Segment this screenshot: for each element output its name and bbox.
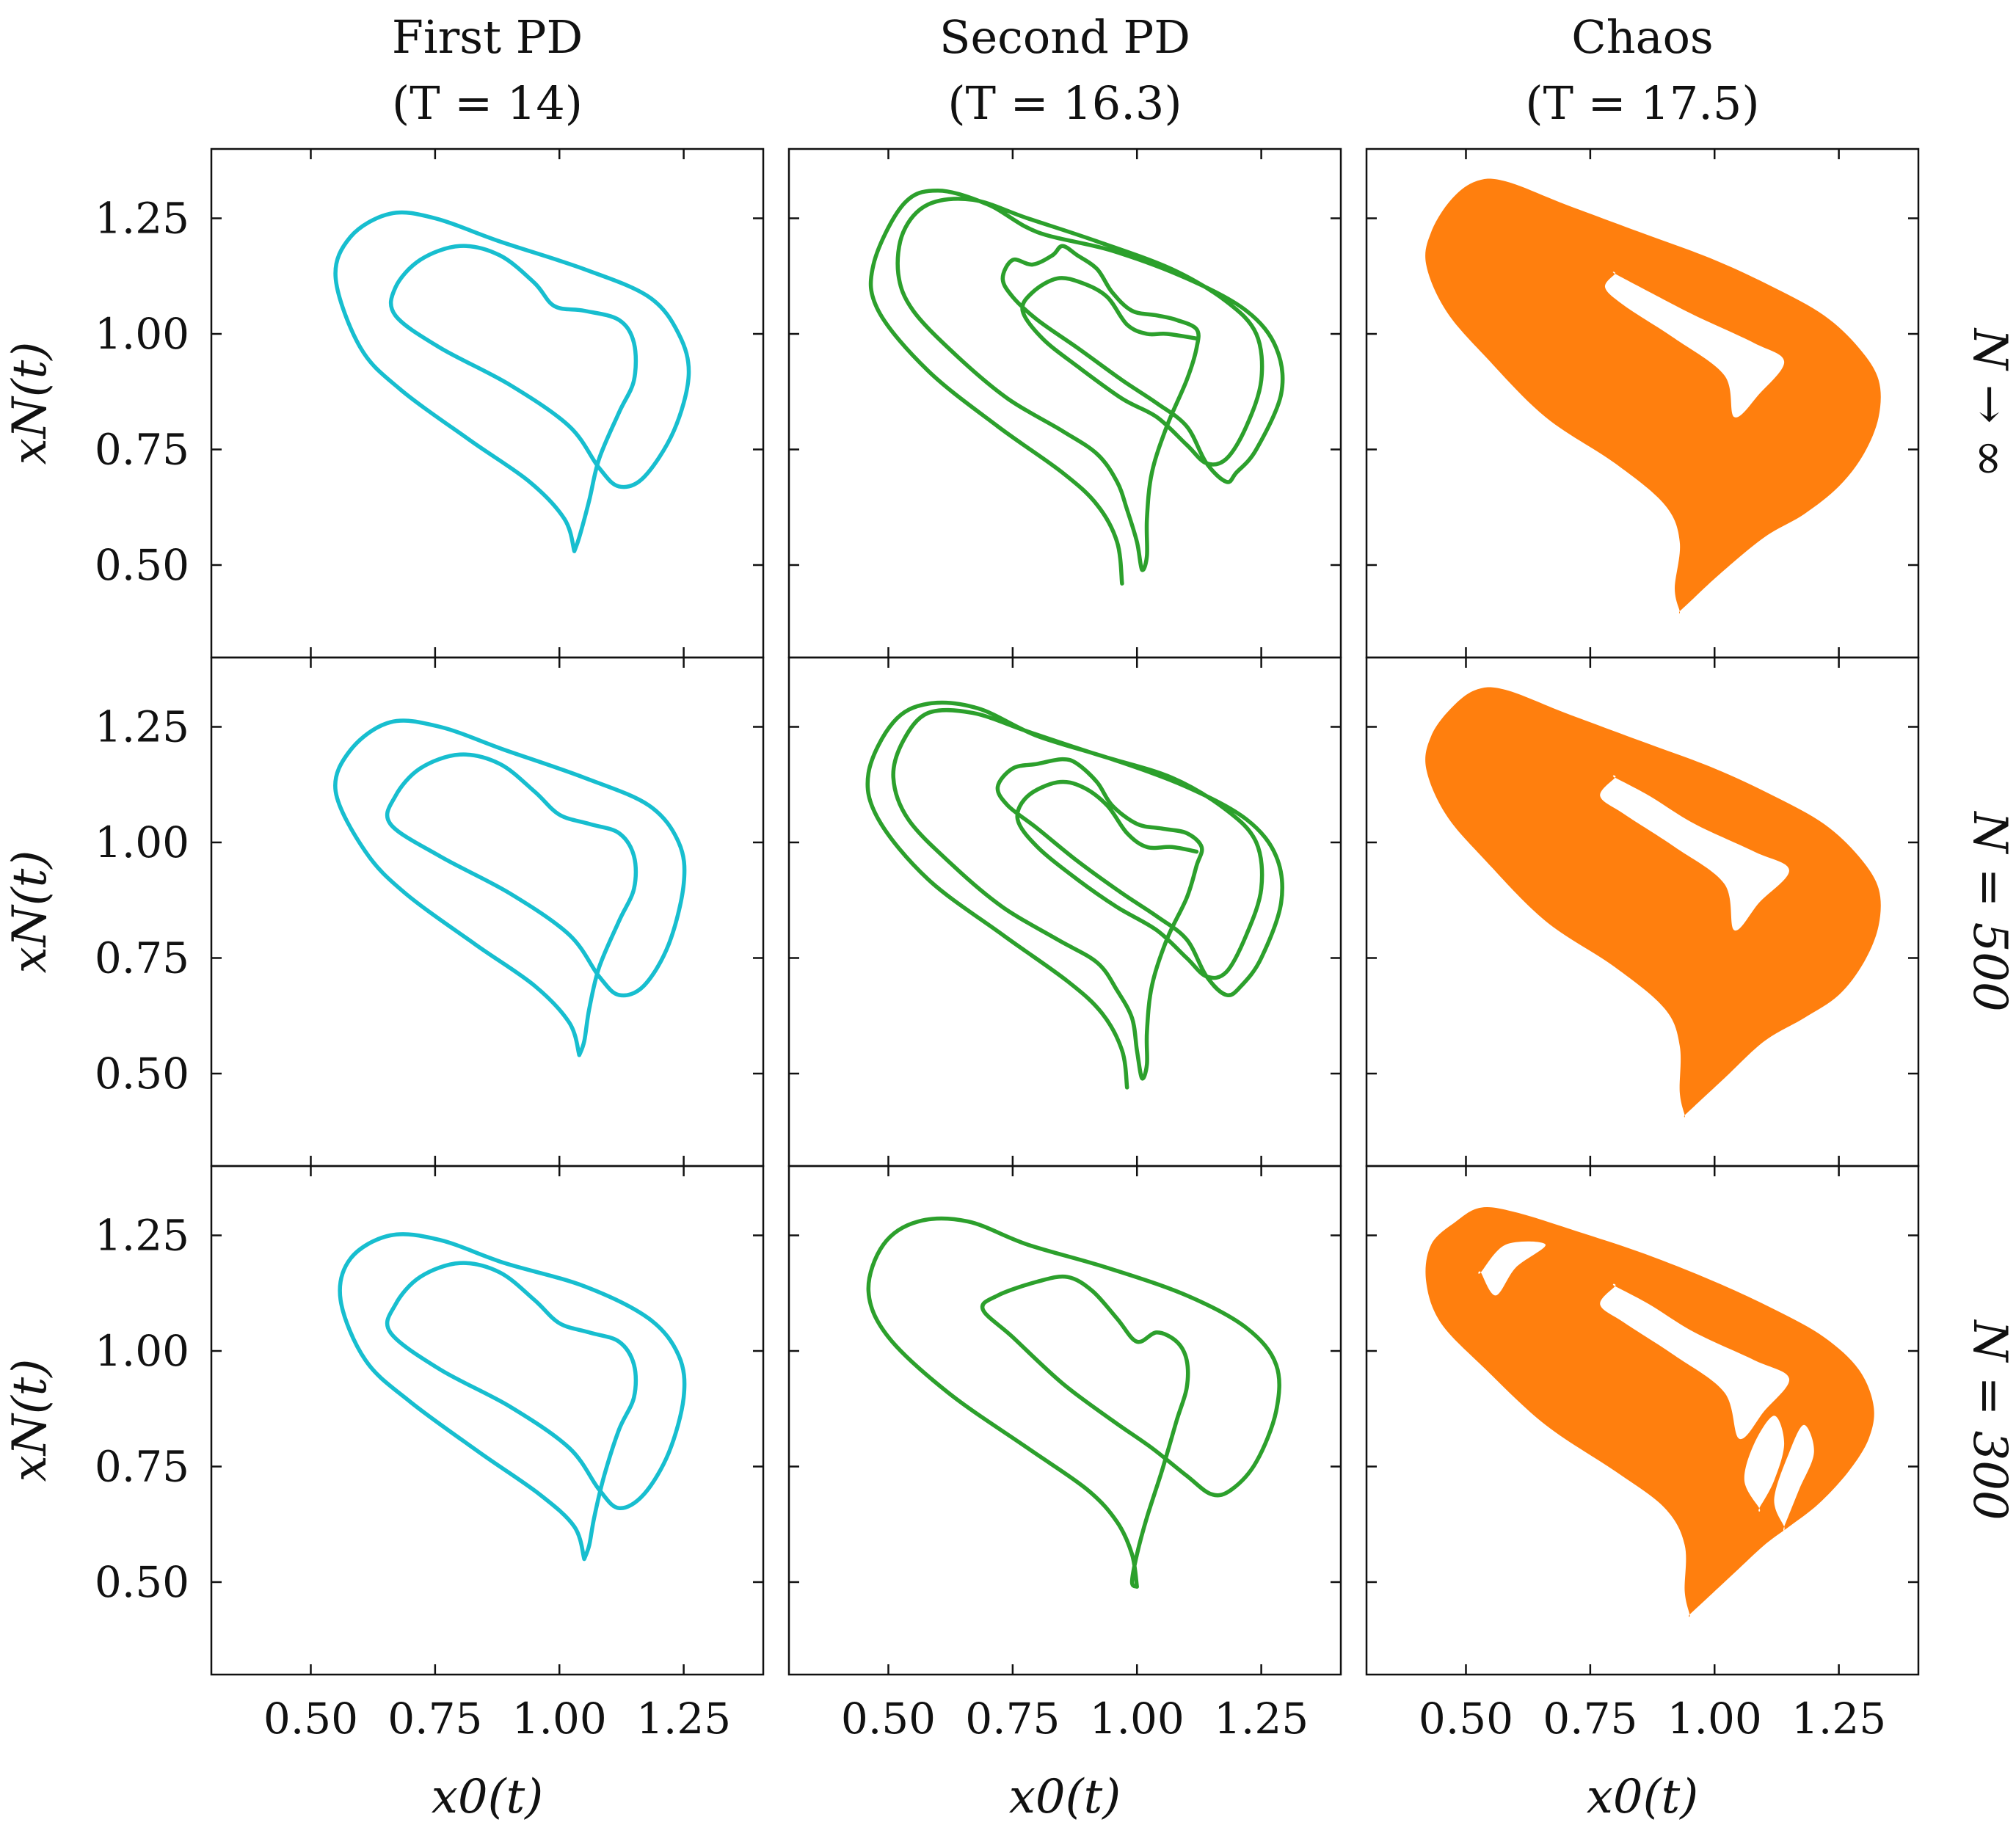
x-tick-label: 0.75 xyxy=(965,1694,1060,1744)
trajectory-line xyxy=(338,1232,687,1562)
column-title: Second PD xyxy=(939,10,1190,64)
panel-data xyxy=(333,210,691,553)
y-tick-label: 0.75 xyxy=(95,425,189,475)
trajectory-line xyxy=(868,188,1285,586)
y-tick-label: 1.25 xyxy=(95,1211,189,1261)
y-tick-label: 0.50 xyxy=(95,1557,189,1607)
panel-data xyxy=(866,1216,1281,1589)
panel-frame xyxy=(210,147,765,659)
panel-frame xyxy=(787,656,1342,1167)
y-tick-label: 0.50 xyxy=(95,1049,189,1099)
panel-grid xyxy=(210,147,1920,1676)
y-tick-label: 0.50 xyxy=(95,540,189,590)
y-axis-label: xN(t) xyxy=(3,850,57,974)
attractor-band xyxy=(1425,687,1881,1118)
x-tick-label: 1.00 xyxy=(1667,1694,1762,1744)
attractor-gap xyxy=(1774,1424,1814,1531)
x-tick-label: 0.50 xyxy=(841,1694,936,1744)
panel-ticks xyxy=(1367,149,1918,657)
x-axis-labels: 0.50 0.75 1.00 1.25 x0(t) 0.50 0.75 1.00 1.25 x0(… xyxy=(263,1694,1886,1824)
panel-data xyxy=(1425,1207,1874,1617)
y-tick-label: 1.00 xyxy=(95,817,189,867)
x-axis-label: x0(t) xyxy=(1587,1770,1698,1824)
panel-ticks xyxy=(789,657,1341,1166)
row-label: N → ∞ xyxy=(1962,327,2016,478)
panel-frame xyxy=(787,1165,1342,1676)
column-subtitle: (T = 14) xyxy=(392,76,583,130)
x-tick-label: 0.75 xyxy=(1543,1694,1637,1744)
panel-r2-c0 xyxy=(210,1165,765,1676)
trajectory-line xyxy=(333,210,691,553)
x-tick-label: 1.25 xyxy=(636,1694,731,1744)
y-tick-label: 1.25 xyxy=(95,702,189,752)
x-tick-label: 0.50 xyxy=(1419,1694,1513,1744)
row-label: N = 500 xyxy=(1962,810,2016,1011)
panel-ticks xyxy=(1367,657,1918,1166)
column-subtitle: (T = 16.3) xyxy=(947,76,1182,130)
panel-r0-c2 xyxy=(1365,147,1920,659)
panel-data xyxy=(1425,178,1881,613)
trajectory-line xyxy=(333,718,687,1057)
column-titles: First PD (T = 14) Second PD (T = 16.3) Chaos… xyxy=(392,10,1760,130)
panel-r2-c2 xyxy=(1365,1165,1920,1676)
y-tick-label: 1.00 xyxy=(95,309,189,359)
panel-r1-c1 xyxy=(787,656,1342,1167)
panel-data xyxy=(868,188,1285,586)
x-tick-label: 0.50 xyxy=(263,1694,358,1744)
panel-data xyxy=(338,1232,687,1562)
y-tick-label: 0.75 xyxy=(95,933,189,983)
y-axis-labels: 0.50 0.75 1.00 1.25 xN(t) 0.50 0.75 1.00 1.25 xN(… xyxy=(3,194,189,1608)
column-title: Chaos xyxy=(1571,10,1713,64)
panel-ticks xyxy=(211,657,763,1166)
panel-ticks xyxy=(1367,1166,1918,1675)
column-title: First PD xyxy=(392,10,583,64)
y-tick-label: 1.25 xyxy=(95,194,189,244)
panel-frame xyxy=(1365,1165,1920,1676)
panel-r2-c1 xyxy=(787,1165,1342,1676)
attractor-gap xyxy=(1744,1416,1785,1512)
trajectory-line xyxy=(865,700,1284,1090)
panel-frame xyxy=(787,147,1342,659)
x-tick-label: 1.00 xyxy=(1090,1694,1185,1744)
x-axis-label: x0(t) xyxy=(1009,1770,1121,1824)
panel-r1-c2 xyxy=(1365,656,1920,1167)
attractor-gap xyxy=(1478,1241,1546,1296)
x-axis-label: x0(t) xyxy=(432,1770,543,1824)
panel-frame xyxy=(210,1165,765,1676)
attractor-band xyxy=(1425,1207,1874,1617)
panel-data xyxy=(1425,687,1881,1118)
panel-ticks xyxy=(211,1166,763,1675)
y-tick-label: 0.75 xyxy=(95,1442,189,1492)
y-axis-label: xN(t) xyxy=(3,1359,57,1482)
panel-ticks xyxy=(789,149,1341,657)
panel-ticks xyxy=(211,149,763,657)
panel-r1-c0 xyxy=(210,656,765,1167)
x-tick-label: 0.75 xyxy=(387,1694,482,1744)
panel-data xyxy=(333,718,687,1057)
row-label: N = 300 xyxy=(1962,1319,2016,1520)
x-tick-label: 1.25 xyxy=(1214,1694,1309,1744)
y-axis-label: xN(t) xyxy=(3,342,57,465)
panel-r0-c0 xyxy=(210,147,765,659)
attractor-band xyxy=(1425,178,1881,613)
trajectory-line xyxy=(866,1216,1281,1589)
panel-data xyxy=(865,700,1284,1090)
x-tick-label: 1.25 xyxy=(1791,1694,1886,1744)
x-tick-label: 1.00 xyxy=(512,1694,607,1744)
panel-r0-c1 xyxy=(787,147,1342,659)
panel-ticks xyxy=(789,1166,1341,1675)
row-labels: N → ∞ N = 500 N = 300 xyxy=(1962,327,2016,1520)
y-tick-label: 1.00 xyxy=(95,1326,189,1376)
column-subtitle: (T = 17.5) xyxy=(1525,76,1759,130)
